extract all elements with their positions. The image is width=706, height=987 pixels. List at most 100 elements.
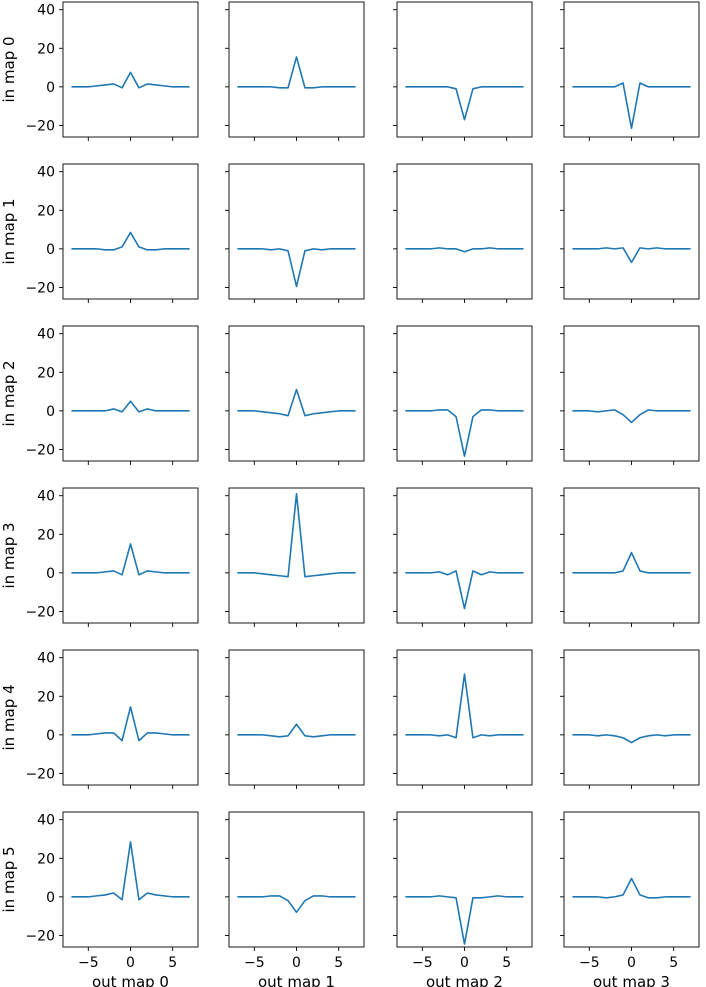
subplot-r1-c1 <box>225 163 365 303</box>
subplot-r0-c3 <box>560 1 700 141</box>
series-line-r3-c1 <box>237 492 356 578</box>
y-tick-label: 40 <box>37 165 55 181</box>
axes-frame <box>62 1 199 138</box>
series-line-r3-c3 <box>572 551 691 574</box>
subplot-r1-c3 <box>560 163 700 303</box>
axes-frame <box>62 487 199 624</box>
subplot-r2-c0: −20 0 20 40 <box>25 325 199 465</box>
series-line-r3-c0 <box>71 543 190 576</box>
y-tick-label: 40 <box>37 489 55 505</box>
axes-frame <box>396 487 533 624</box>
x-tick-label: 0 <box>292 955 301 971</box>
series-line-r3-c2 <box>405 570 524 610</box>
y-tick-label: 40 <box>37 327 55 343</box>
axes-frame <box>62 163 199 300</box>
col-label: out map 0 <box>92 973 169 987</box>
series-line-r4-c3 <box>572 734 691 744</box>
x-tick-label: 5 <box>502 955 511 971</box>
y-tick-label: −20 <box>25 604 55 620</box>
y-tick-label: 20 <box>37 527 55 543</box>
x-tick-label: 5 <box>168 955 177 971</box>
axes-frame <box>62 325 199 462</box>
series-line-r1-c1 <box>237 248 356 288</box>
series-line-r4-c2 <box>405 673 524 739</box>
subplot-r5-c2: −5 0 5 <box>393 811 533 971</box>
axes-frame <box>396 649 533 786</box>
axes-frame <box>228 487 365 624</box>
col-label: out map 1 <box>258 973 335 987</box>
row-label: in map 2 <box>0 360 18 426</box>
axes-frame <box>563 163 700 300</box>
axes-frame <box>563 649 700 786</box>
subplot-r2-c3 <box>560 325 700 465</box>
col-label: out map 3 <box>593 973 670 987</box>
y-tick-label: 20 <box>37 851 55 867</box>
subplot-r3-c0: −20 0 20 40 <box>25 487 199 627</box>
axes-frame <box>228 811 365 948</box>
y-tick-label: 0 <box>46 728 55 744</box>
y-tick-label: 0 <box>46 566 55 582</box>
y-tick-label: −20 <box>25 766 55 782</box>
col-label: out map 2 <box>426 973 503 987</box>
row-label: in map 3 <box>0 522 18 588</box>
y-tick-label: −20 <box>25 442 55 458</box>
series-line-r1-c2 <box>405 247 524 253</box>
x-tick-label: −5 <box>78 955 99 971</box>
x-tick-label: −5 <box>412 955 433 971</box>
y-tick-label: −20 <box>25 280 55 296</box>
series-line-r1-c0 <box>71 231 190 251</box>
y-tick-label: 0 <box>46 890 55 906</box>
subplot-r0-c0: −20 0 20 40 <box>25 1 199 141</box>
axes-frame <box>228 1 365 138</box>
series-line-r2-c1 <box>237 388 356 417</box>
x-tick-label: 5 <box>334 955 343 971</box>
y-tick-label: 20 <box>37 41 55 57</box>
series-line-r2-c3 <box>572 409 691 424</box>
axes-frame <box>62 649 199 786</box>
x-tick-label: 5 <box>669 955 678 971</box>
axes-frame <box>228 325 365 462</box>
series-line-r0-c1 <box>237 56 356 89</box>
y-tick-label: 0 <box>46 242 55 258</box>
x-tick-label: 0 <box>126 955 135 971</box>
y-tick-label: 20 <box>37 365 55 381</box>
row-label: in map 5 <box>0 846 18 912</box>
row-label: in map 0 <box>0 36 18 102</box>
subplot-r1-c2 <box>393 163 533 303</box>
subplot-r3-c2 <box>393 487 533 627</box>
series-line-r5-c1 <box>237 895 356 914</box>
subplot-r4-c0: −20 0 20 40 <box>25 649 199 789</box>
subplot-r0-c1 <box>225 1 365 141</box>
axes-frame <box>62 811 199 948</box>
series-line-r5-c3 <box>572 877 691 899</box>
row-label: in map 4 <box>0 684 18 750</box>
axes-frame <box>228 163 365 300</box>
subplot-r4-c1 <box>225 649 365 789</box>
series-line-r4-c1 <box>237 723 356 738</box>
subplot-r5-c0: −5 0 5 −20 0 20 40 <box>25 811 199 971</box>
subplot-r2-c1 <box>225 325 365 465</box>
y-tick-label: 40 <box>37 3 55 19</box>
axes-frame <box>563 325 700 462</box>
y-tick-label: 20 <box>37 689 55 705</box>
y-tick-label: 40 <box>37 813 55 829</box>
y-tick-label: 0 <box>46 80 55 96</box>
subplot-r3-c3 <box>560 487 700 627</box>
axes-frame <box>396 325 533 462</box>
x-tick-label: −5 <box>244 955 265 971</box>
y-tick-label: −20 <box>25 928 55 944</box>
y-tick-label: 20 <box>37 203 55 219</box>
series-line-r0-c3 <box>572 82 691 130</box>
axes-frame <box>563 487 700 624</box>
subplot-r5-c1: −5 0 5 <box>225 811 365 971</box>
subplot-r2-c2 <box>393 325 533 465</box>
axes-frame <box>228 649 365 786</box>
axes-frame <box>563 1 700 138</box>
subplot-r5-c3: −5 0 5 <box>560 811 700 971</box>
subplot-r3-c1 <box>225 487 365 627</box>
y-tick-label: 0 <box>46 404 55 420</box>
subplot-r0-c2 <box>393 1 533 141</box>
y-tick-label: −20 <box>25 118 55 134</box>
row-label: in map 1 <box>0 198 18 264</box>
